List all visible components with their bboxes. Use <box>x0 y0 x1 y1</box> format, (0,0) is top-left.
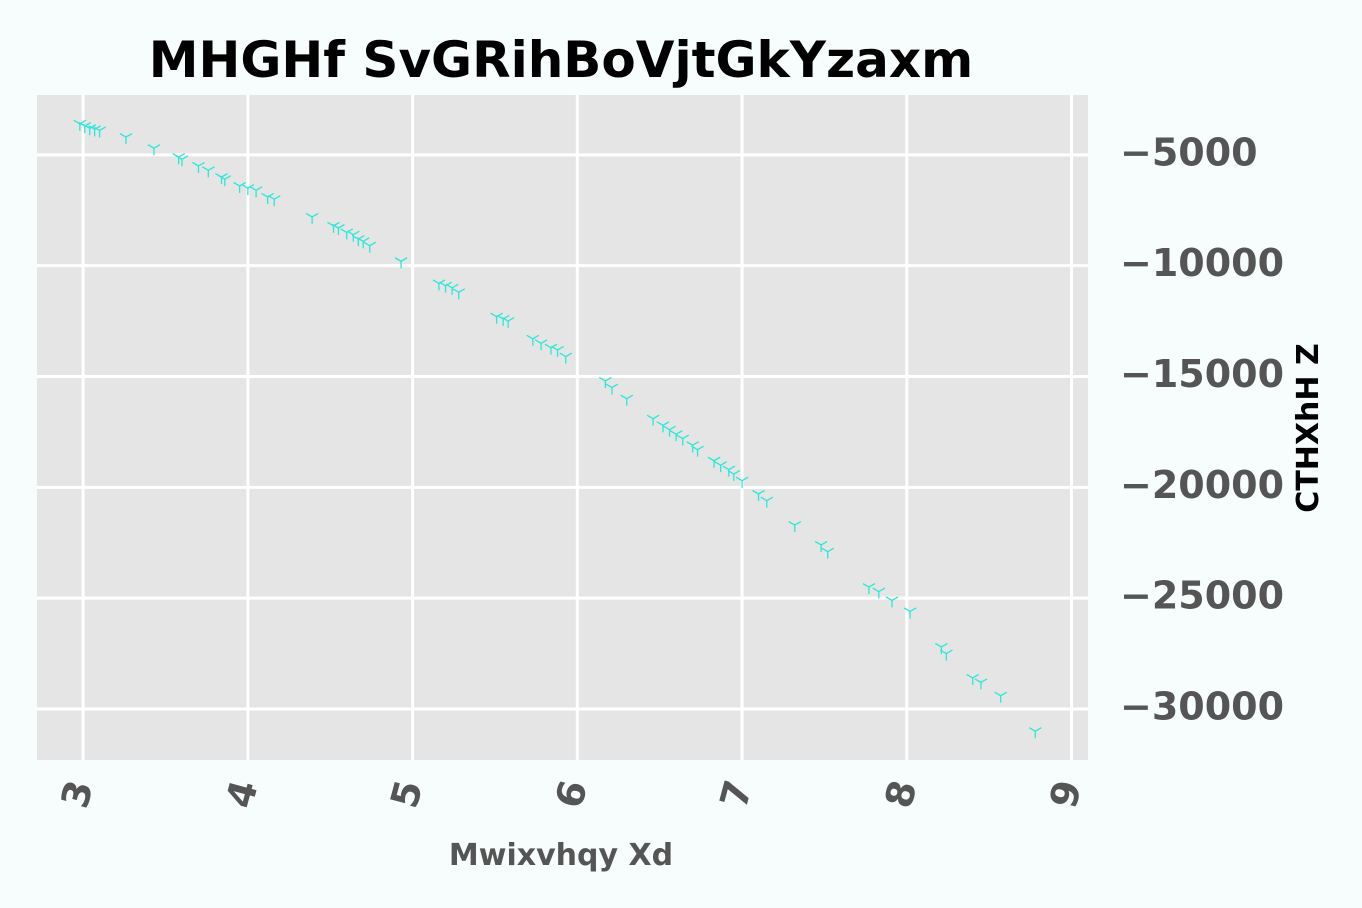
data-point <box>559 352 573 364</box>
chart-title: MHGHf SvGRihBoVjtGkYzaxm <box>149 31 973 89</box>
data-point <box>526 334 540 346</box>
data-point <box>814 540 828 552</box>
x-tick-label: 4 <box>217 776 266 813</box>
grid-lines <box>37 95 1088 760</box>
data-points <box>73 119 1042 739</box>
data-point <box>676 434 690 446</box>
x-tick-label: 6 <box>547 776 596 813</box>
data-point <box>727 469 741 482</box>
data-point <box>1028 727 1042 739</box>
data-point <box>656 421 670 433</box>
data-point <box>788 520 802 533</box>
data-point <box>305 212 319 224</box>
data-point <box>551 345 564 357</box>
data-point <box>356 237 370 249</box>
data-point <box>707 456 721 468</box>
data-point <box>445 283 459 295</box>
y-tick-label: −5000 <box>1120 130 1258 174</box>
data-point <box>218 175 232 187</box>
data-point <box>534 339 548 351</box>
data-point <box>691 445 704 457</box>
data-point <box>663 425 676 437</box>
x-tick-label: 7 <box>712 776 761 813</box>
data-point <box>249 186 263 198</box>
data-point <box>501 317 515 329</box>
data-point <box>605 383 619 395</box>
x-tick-label: 5 <box>382 776 431 813</box>
data-point <box>735 476 749 488</box>
data-point <box>872 587 886 599</box>
x-tick-labels: 3 4 5 6 7 8 9 <box>53 776 1091 813</box>
data-point <box>974 678 988 690</box>
data-point <box>241 184 255 196</box>
y-tick-label: −15000 <box>1120 352 1284 396</box>
plot-area <box>37 95 1088 760</box>
data-point <box>862 583 876 595</box>
data-point <box>994 691 1008 703</box>
data-point <box>93 126 106 138</box>
data-point <box>752 489 765 501</box>
x-tick-label: 3 <box>53 776 102 813</box>
data-point <box>175 155 189 167</box>
data-point <box>363 241 377 253</box>
data-point <box>760 496 774 508</box>
y-tick-label: −20000 <box>1120 463 1284 507</box>
data-point <box>885 596 899 608</box>
x-axis-label: Mwixvhqy Xd <box>449 838 673 873</box>
data-point <box>201 166 215 178</box>
x-tick-label: 9 <box>1041 776 1090 813</box>
data-point <box>233 181 247 193</box>
y-tick-label: −30000 <box>1120 685 1284 729</box>
y-tick-label: −25000 <box>1120 574 1284 618</box>
data-point <box>966 673 980 685</box>
data-point <box>669 430 683 442</box>
data-point <box>646 414 660 426</box>
data-point <box>598 376 612 388</box>
data-point <box>939 649 953 661</box>
data-point <box>620 394 634 406</box>
data-point <box>903 607 917 619</box>
data-point <box>119 133 133 145</box>
data-point <box>394 257 408 269</box>
data-point <box>332 223 345 235</box>
data-point <box>147 144 161 156</box>
data-point <box>452 288 466 300</box>
x-tick-label: 8 <box>876 776 925 813</box>
data-point <box>821 547 835 559</box>
data-point <box>267 195 281 207</box>
y-axis-label: CTHXhH Z <box>1291 343 1326 512</box>
y-tick-label: −10000 <box>1120 241 1284 285</box>
data-point <box>192 161 205 173</box>
y-tick-labels: −5000 −10000 −15000 −20000 −25000 −30000 <box>1120 130 1284 728</box>
data-point <box>714 461 728 473</box>
